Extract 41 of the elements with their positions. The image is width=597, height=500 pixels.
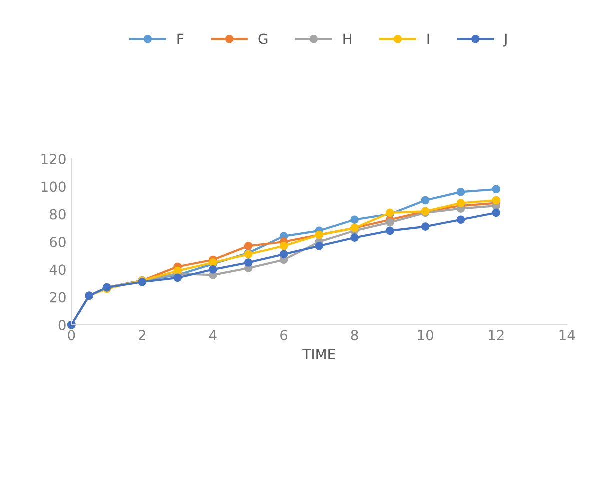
legend-label: I — [428, 34, 430, 44]
legend-label: F — [178, 34, 184, 44]
point — [421, 222, 430, 231]
point — [350, 234, 359, 242]
x-tick-label: 14 — [560, 330, 576, 340]
point — [280, 242, 288, 250]
x-tick-label: 4 — [209, 330, 217, 340]
point — [492, 185, 501, 194]
point — [386, 226, 394, 236]
y-tick-label: 40 — [50, 264, 66, 276]
point — [174, 274, 182, 282]
x-tick-label: 0 — [68, 330, 76, 341]
x-tick-label: 12 — [489, 330, 504, 340]
point — [350, 216, 359, 224]
point — [209, 266, 218, 274]
y-tick-label: 100 — [42, 182, 66, 192]
legend-label: H — [344, 34, 352, 44]
point — [456, 216, 466, 224]
point — [456, 199, 466, 208]
point — [280, 250, 288, 259]
x-tick-label: 8 — [351, 330, 358, 341]
y-tick-label: 80 — [50, 209, 66, 220]
legend-label: G — [258, 34, 268, 44]
x-axis-title: TIME — [302, 349, 336, 360]
x-tick-label: 2 — [139, 330, 146, 340]
y-tick-label: 120 — [42, 154, 66, 164]
point — [315, 242, 324, 250]
point — [174, 266, 182, 276]
y-tick-label: 20 — [50, 292, 66, 303]
point — [386, 218, 394, 227]
point — [421, 196, 430, 205]
point — [244, 258, 253, 267]
y-tick-label: 0 — [58, 320, 66, 330]
legend-label: J — [503, 34, 507, 47]
point — [456, 188, 466, 196]
point — [492, 208, 501, 218]
point — [244, 242, 253, 250]
x-tick-label: 10 — [418, 330, 434, 341]
point — [492, 196, 501, 205]
x-tick-label: 6 — [280, 330, 288, 341]
y-tick-label: 60 — [50, 236, 66, 248]
